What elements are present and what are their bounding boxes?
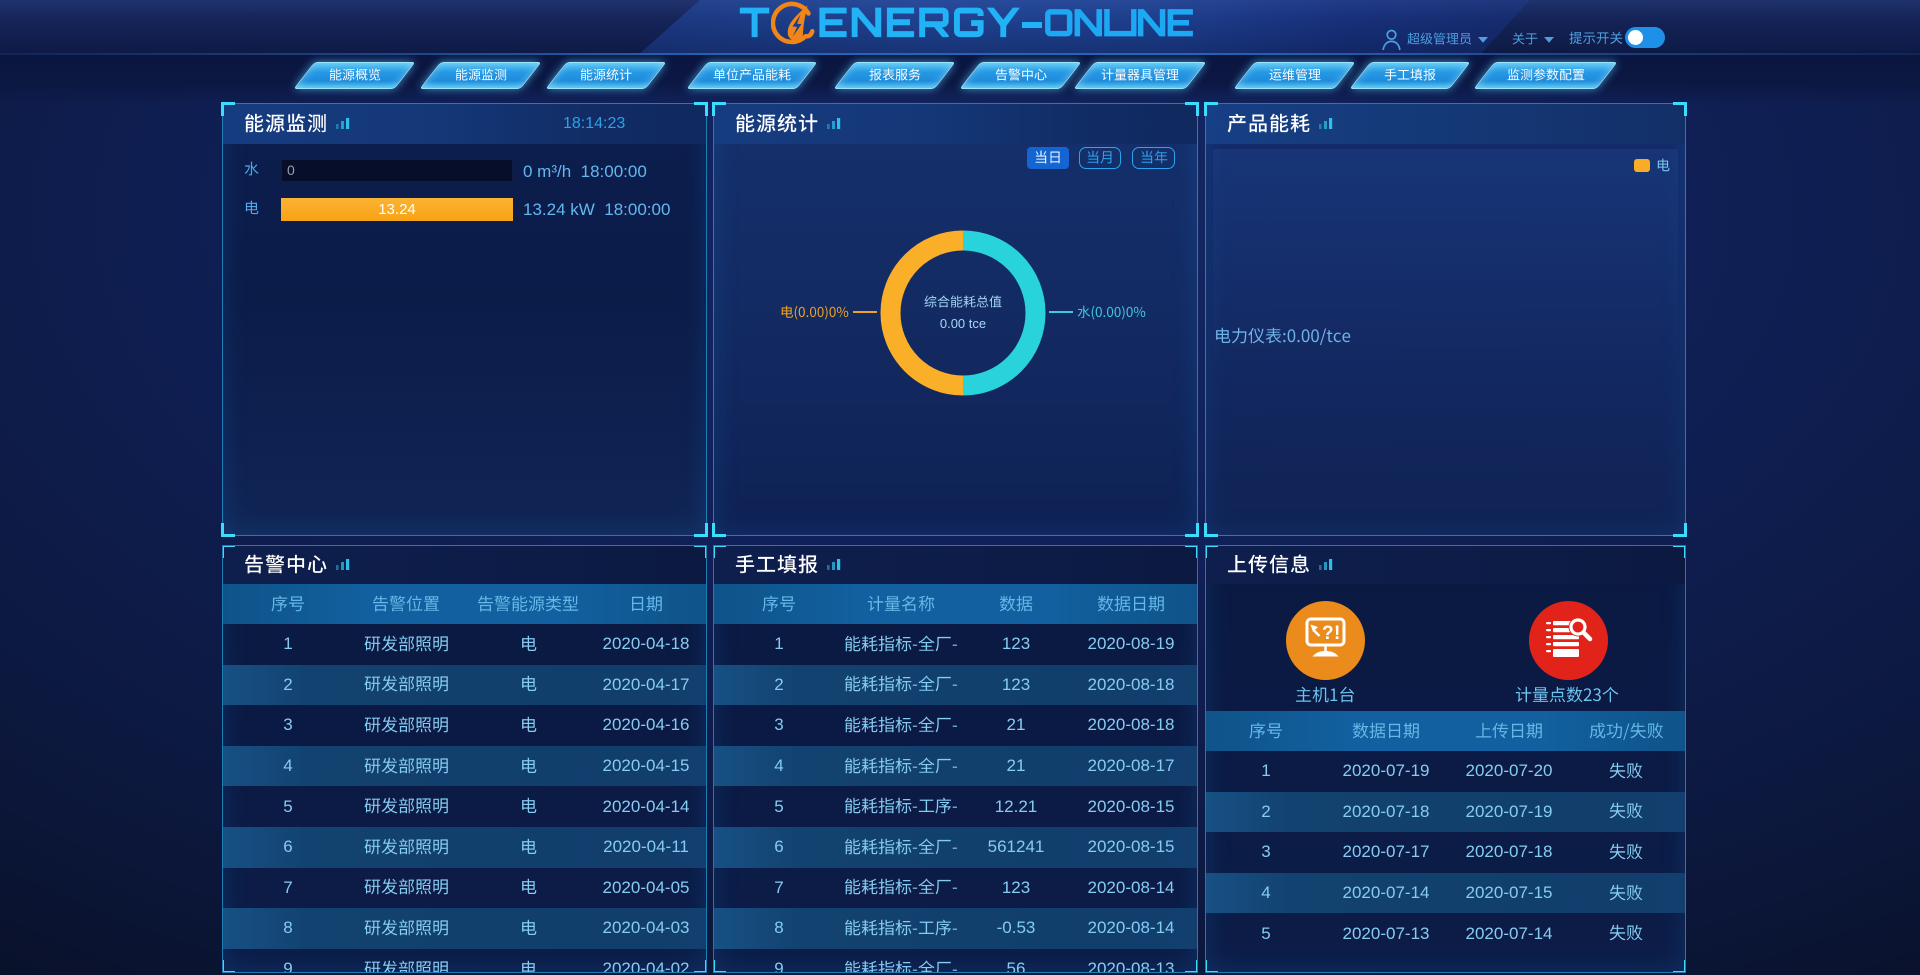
svg-text:?: ? xyxy=(1322,623,1334,644)
svg-text:!: ! xyxy=(1334,623,1340,644)
